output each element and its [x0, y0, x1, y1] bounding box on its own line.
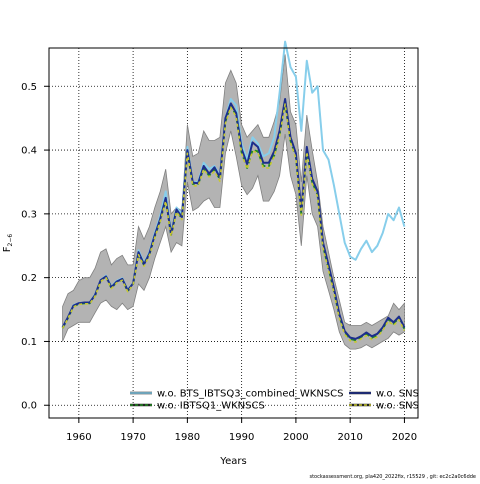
- legend-label: w.o. SNS: [376, 401, 419, 412]
- legend-label: w.o. IBTSQ1_WKNSCS: [157, 401, 265, 412]
- footer-credit: stockassessment.org, pla420_2022fix, r15…: [309, 474, 476, 480]
- y-tick-label: 0.5: [21, 82, 37, 93]
- legend-label: w.o. BTS_IBTSQ3_combined_WKNSCS: [157, 389, 343, 400]
- y-tick-label: 0.0: [21, 401, 37, 412]
- y-tick-label: 0.4: [21, 146, 37, 157]
- y-tick-label: 0.3: [21, 209, 37, 220]
- y-tick-label: 0.2: [21, 273, 37, 284]
- x-tick-label: 2010: [337, 432, 362, 443]
- y-axis-label: F2−6: [2, 234, 14, 253]
- x-tick-label: 2020: [392, 432, 417, 443]
- x-axis-label: Years: [219, 456, 246, 467]
- series-layer: [61, 40, 406, 343]
- x-tick-label: 1990: [229, 432, 254, 443]
- plot-frame: [48, 47, 419, 419]
- axis-layer: 1960 1970 1980 1990 2000 2010 2020 0.0 0.1 0.2 0.3…: [21, 82, 417, 443]
- legend-label: w.o. SNS: [376, 389, 419, 400]
- x-tick-label: 1960: [66, 432, 91, 443]
- x-tick-label: 1980: [175, 432, 200, 443]
- y-axis-label-main: F: [2, 246, 13, 252]
- series-line-3: [61, 98, 406, 340]
- x-tick-label: 2000: [283, 432, 308, 443]
- y-axis-label-subscript: 2−6: [7, 234, 14, 247]
- y-tick-label: 0.1: [21, 337, 37, 348]
- x-tick-label: 1970: [120, 432, 145, 443]
